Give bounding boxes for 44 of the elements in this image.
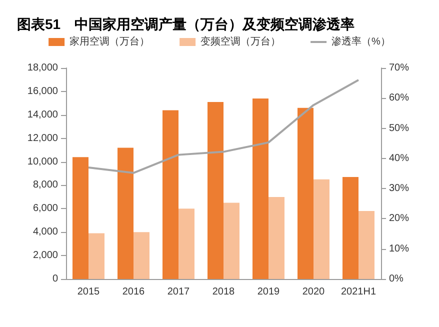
y-tick-label: 12,000	[27, 132, 58, 144]
y2-tick-label: 70%	[389, 62, 410, 74]
y-tick-label: 16,000	[27, 86, 58, 97]
bar	[208, 102, 224, 279]
bar	[162, 110, 178, 279]
bar	[268, 196, 284, 279]
bar	[88, 233, 104, 279]
y2-tick-label: 10%	[389, 243, 410, 254]
x-tick-label: 2021H1	[340, 286, 376, 298]
y-tick-label: 14,000	[27, 109, 58, 120]
x-tick-label: 2020	[302, 286, 326, 298]
bar	[358, 211, 374, 279]
y2-tick-label: 30%	[389, 183, 410, 194]
y-tick-label: 0	[52, 274, 58, 284]
y-tick-label: 6,000	[32, 203, 58, 214]
bar	[178, 208, 194, 279]
y2-tick-label: 0%	[389, 274, 404, 284]
bar	[252, 98, 268, 279]
bar	[314, 179, 330, 279]
y-tick-label: 2,000	[32, 250, 58, 262]
y-tick-label: 4,000	[32, 226, 58, 238]
chart-title: 图表51 中国家用空调产量（万台）及变频空调渗透率	[17, 16, 355, 32]
y2-tick-label: 40%	[389, 152, 410, 164]
y-tick-label: 10,000	[27, 156, 58, 168]
x-tick-label: 2019	[257, 286, 280, 298]
legend-label: 变频空调（万台）	[200, 36, 281, 48]
y2-tick-label: 60%	[389, 92, 410, 104]
bar	[342, 177, 358, 279]
y2-tick-label: 50%	[389, 122, 410, 134]
x-tick-label: 2016	[122, 286, 146, 298]
legend-label: 渗透率（%）	[332, 36, 390, 48]
bar	[72, 157, 88, 279]
y-tick-label: 8,000	[32, 180, 58, 191]
y-tick-label: 18,000	[27, 62, 58, 74]
legend-label: 家用空调（万台）	[70, 36, 150, 48]
bar	[134, 232, 150, 279]
line-series	[88, 79, 360, 174]
x-tick-label: 2018	[212, 286, 236, 298]
bar	[298, 108, 314, 279]
y2-tick-label: 20%	[389, 213, 410, 224]
bar	[224, 202, 240, 279]
x-tick-label: 2015	[77, 286, 100, 298]
x-tick-label: 2017	[167, 286, 190, 298]
bar	[118, 148, 134, 279]
